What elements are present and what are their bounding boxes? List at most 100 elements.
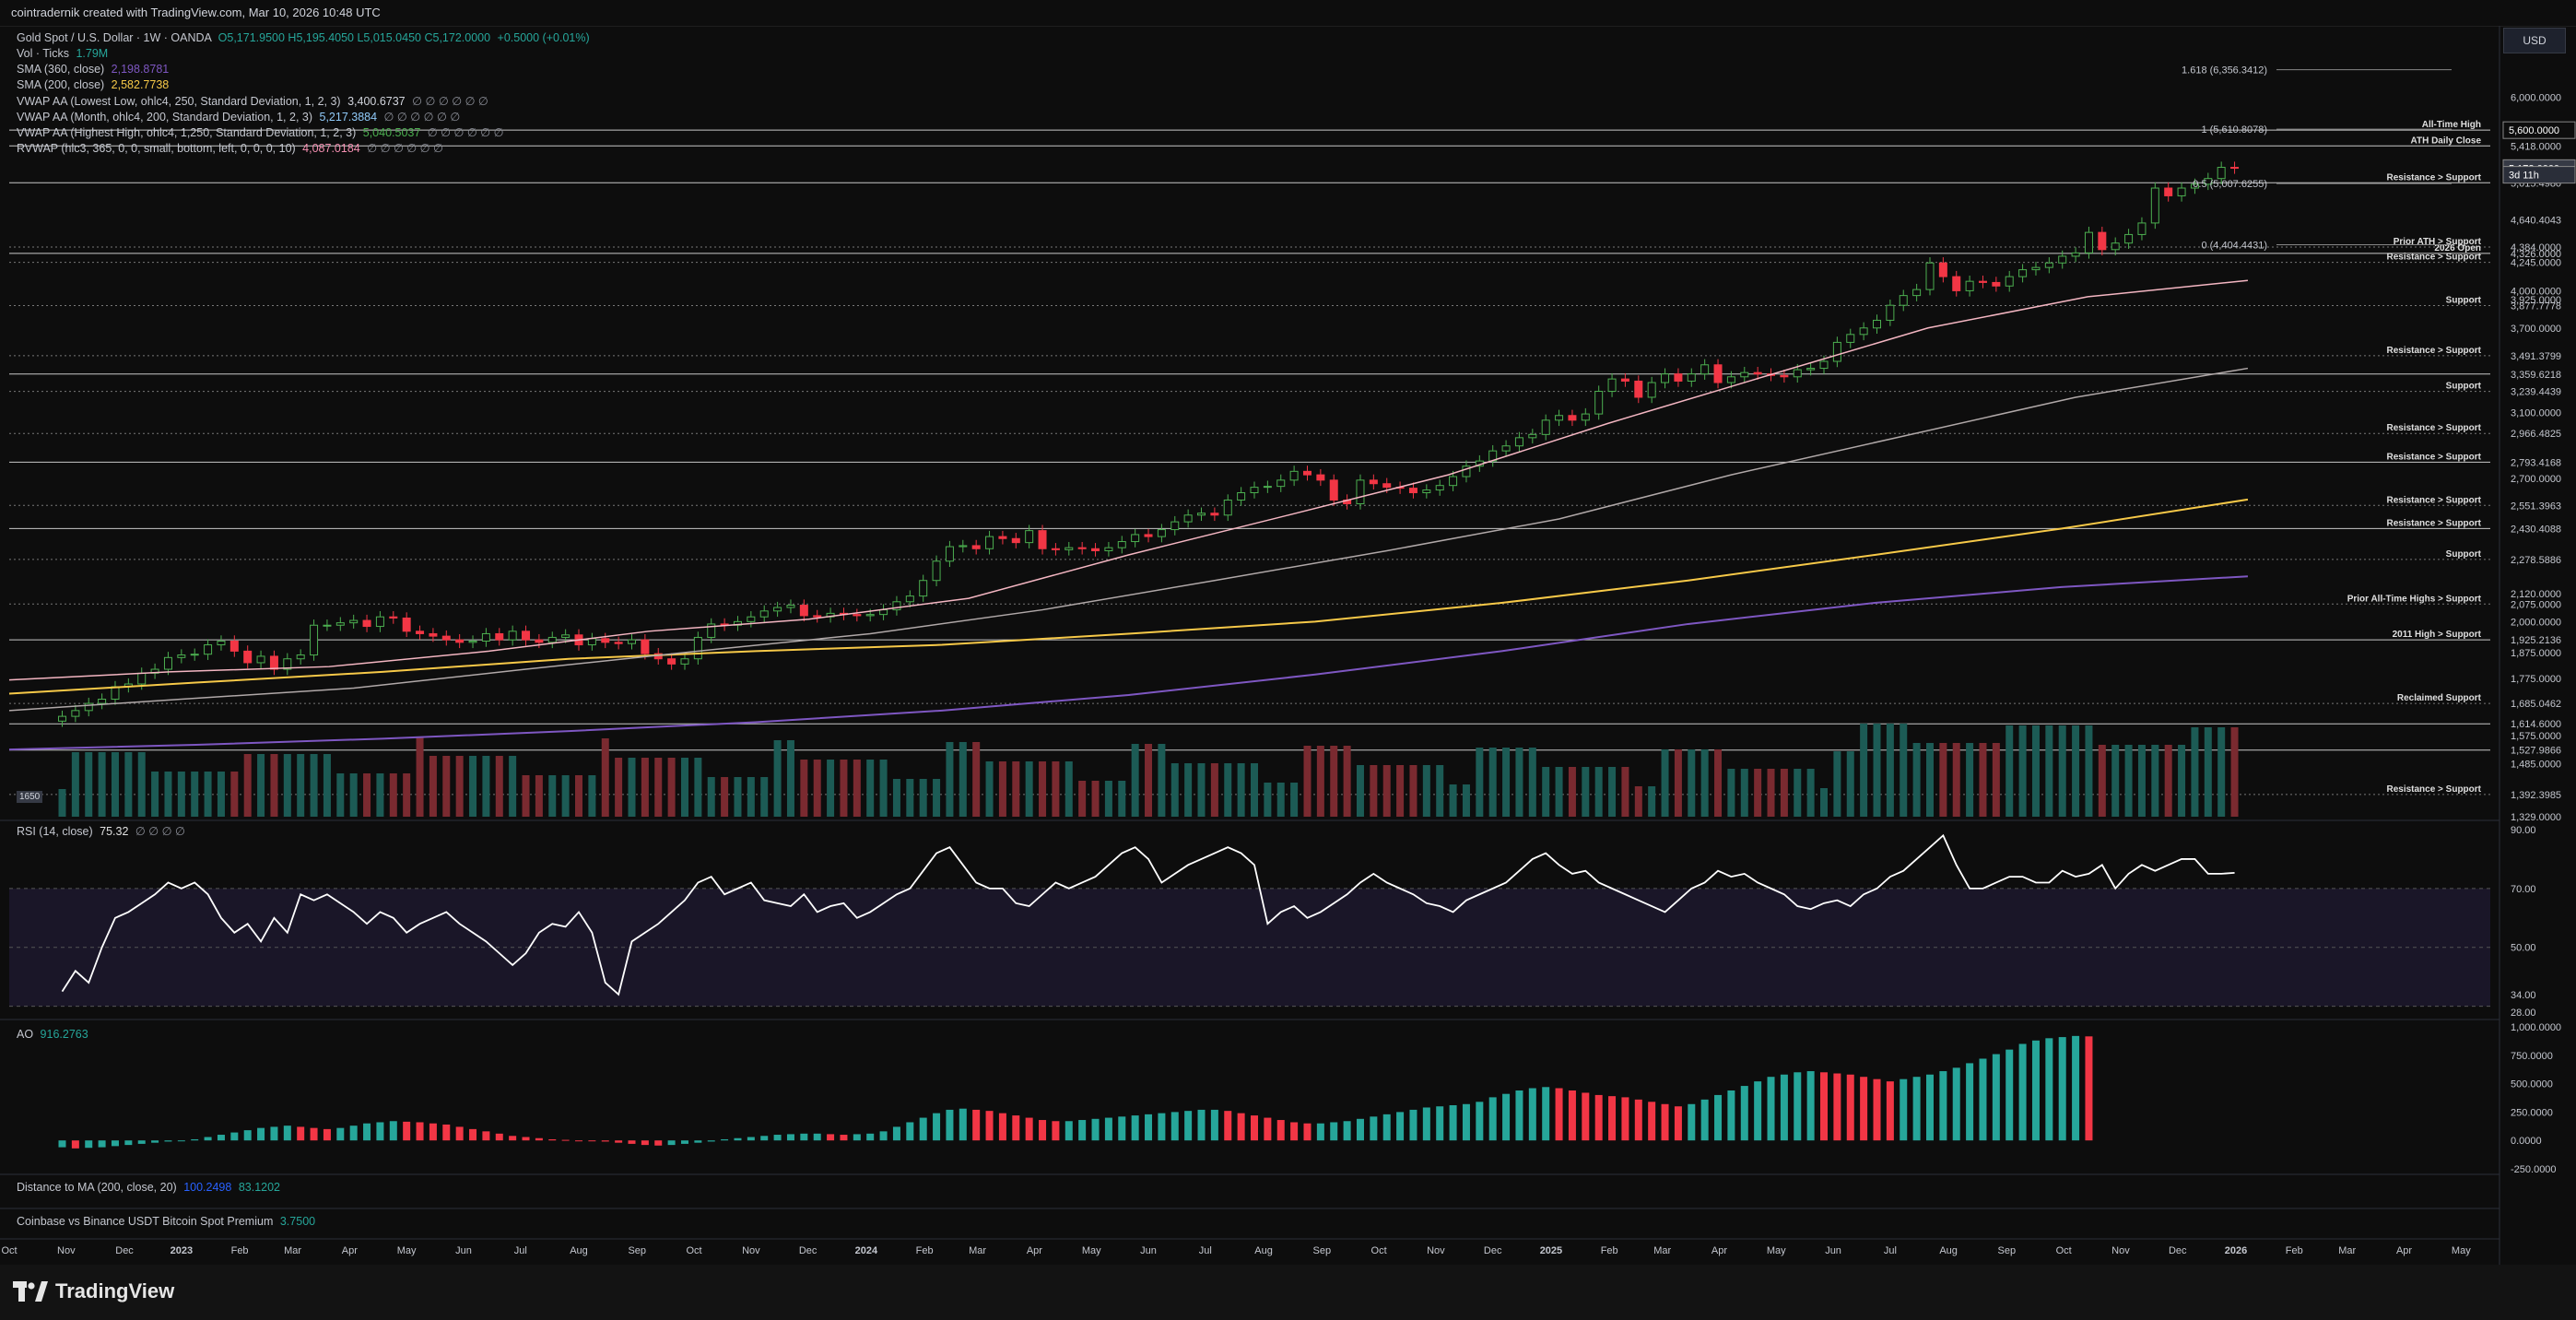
ao-bar — [164, 1140, 172, 1142]
candle-body — [1846, 334, 1855, 343]
ao-bar — [694, 1140, 702, 1143]
legend-sma200[interactable]: SMA (200, close) 2,582.7738 — [17, 78, 169, 91]
time-tick-1: Nov — [57, 1245, 76, 1256]
distance-ma-value2: 83.1202 — [238, 1181, 280, 1194]
candle-body — [1832, 341, 1841, 362]
volume-bar — [575, 775, 583, 817]
ao-bar — [813, 1133, 821, 1141]
time-tick-11: Sep — [628, 1245, 646, 1256]
time-tick-22: Aug — [1254, 1245, 1273, 1256]
candle-body — [269, 655, 278, 670]
candle-body — [535, 639, 544, 643]
time-tick-41: Mar — [2338, 1245, 2356, 1256]
chart-canvas[interactable]: All-Time High ATH Daily Close Resistance >… — [0, 26, 2576, 1265]
ao-bar — [1502, 1093, 1511, 1141]
volume-bar — [1436, 765, 1444, 817]
candle-body — [429, 632, 438, 637]
candle-body — [2124, 233, 2134, 244]
time-tick-24: Oct — [1371, 1245, 1387, 1256]
ao-bar — [442, 1124, 451, 1141]
ao-bar — [535, 1137, 543, 1141]
ao-bar — [1754, 1081, 1762, 1141]
volume-bar — [297, 754, 305, 817]
time-tick-0: Oct — [1, 1245, 17, 1256]
candle-body — [349, 619, 359, 624]
candle-body — [1065, 547, 1074, 550]
volume-bar — [217, 772, 225, 817]
ao-bar — [933, 1113, 941, 1141]
ao-bar — [972, 1109, 981, 1141]
legend-coinbase-premium[interactable]: Coinbase vs Binance USDT Bitcoin Spot Pr… — [17, 1215, 315, 1228]
volume-bar — [1224, 763, 1232, 817]
volume-bar — [2230, 727, 2239, 817]
legend-volume[interactable]: Vol · Ticks 1.79M — [17, 47, 108, 60]
candle-body — [416, 631, 425, 634]
ao-bar — [1594, 1094, 1603, 1141]
volume-value: 1.79M — [76, 47, 109, 60]
volume-bar — [1039, 761, 1047, 817]
ao-bar — [800, 1133, 808, 1141]
vwap-month-value: 5,217.3884 — [319, 111, 378, 124]
volume-bar — [310, 754, 318, 817]
ao-bar — [628, 1140, 636, 1144]
candle-body — [177, 654, 186, 658]
legend-ao[interactable]: AO 916.2763 — [17, 1028, 88, 1041]
candle-body — [137, 672, 147, 685]
symbol-title[interactable]: Gold Spot / U.S. Dollar · 1W · OANDA — [17, 31, 212, 44]
ao-bar — [1052, 1121, 1060, 1141]
legend-vwap-high[interactable]: VWAP AA (Highest High, ohlc4, 1,250, Sta… — [17, 125, 504, 139]
legend-vwap-month[interactable]: VWAP AA (Month, ohlc4, 200, Standard Dev… — [17, 110, 460, 124]
level-label-9: Support — [2446, 382, 2482, 392]
price-tick-label-31: 1,485.0000 — [2511, 760, 2561, 771]
legend-sma360[interactable]: SMA (360, close) 2,198.8781 — [17, 63, 169, 76]
ohlc-values: O5,171.9500 H5,195.4050 L5,015.0450 C5,1… — [218, 31, 491, 44]
tradingview-logo[interactable]: TradingView — [13, 1278, 174, 1305]
volume-bar — [1409, 765, 1417, 817]
candle-body — [945, 546, 954, 562]
volume-bar — [1251, 763, 1258, 817]
candle-body — [1992, 281, 2001, 287]
volume-bar — [667, 758, 676, 817]
candle-body — [1541, 419, 1550, 435]
vwap-low-label: VWAP AA (Lowest Low, ohlc4, 250, Standar… — [17, 95, 341, 108]
time-tick-33: Jul — [1884, 1245, 1897, 1256]
volume-bar — [376, 773, 384, 817]
volume-bar — [1197, 763, 1206, 817]
volume-bar — [1025, 761, 1033, 817]
candle-body — [892, 601, 901, 611]
ao-bar — [1290, 1122, 1299, 1141]
legend-distance-ma[interactable]: Distance to MA (200, close, 20) 100.2498… — [17, 1181, 280, 1194]
candle-body — [98, 699, 107, 704]
volume-bar — [972, 742, 981, 817]
volume-bar — [1754, 769, 1762, 817]
ao-bar — [959, 1108, 967, 1141]
price-tick-label-11: 3,491.3799 — [2511, 351, 2561, 362]
volume-bar — [1091, 781, 1100, 817]
legend-rsi[interactable]: RSI (14, close) 75.32 ∅ ∅ ∅ ∅ — [17, 824, 185, 838]
legend-vwap-low[interactable]: VWAP AA (Lowest Low, ohlc4, 250, Standar… — [17, 94, 488, 108]
candle-body — [1726, 376, 1735, 383]
candle-body — [614, 642, 623, 644]
volume-bar — [363, 773, 371, 817]
ao-bar — [1303, 1123, 1312, 1141]
volume-bar — [1860, 724, 1868, 817]
ao-bar — [1118, 1116, 1126, 1141]
volume-bar — [522, 775, 530, 817]
price-tick-label-33: 1,329.0000 — [2511, 812, 2561, 823]
legend-rvwap[interactable]: RVWAP (hlc3, 365, 0, 0, small, bottom, l… — [17, 141, 443, 155]
price-tick-label-3: 4,640.4043 — [2511, 216, 2561, 227]
candle-body — [932, 560, 941, 582]
candle-body — [1356, 479, 1365, 505]
volume-bar — [2045, 725, 2053, 817]
sma200-value: 2,582.7738 — [111, 78, 170, 91]
candle-body — [441, 635, 451, 641]
candle-body — [1938, 262, 1947, 277]
currency-button[interactable]: USD — [2503, 28, 2566, 53]
time-tick-32: Jun — [1825, 1245, 1841, 1256]
ao-bar — [1860, 1077, 1868, 1141]
ao-bar — [1012, 1115, 1020, 1141]
volume-bar — [257, 754, 265, 817]
price-tick-label-4: 4,384.0000 — [2511, 242, 2561, 253]
volume-bar — [1303, 746, 1312, 817]
volume-bar — [1700, 749, 1709, 817]
